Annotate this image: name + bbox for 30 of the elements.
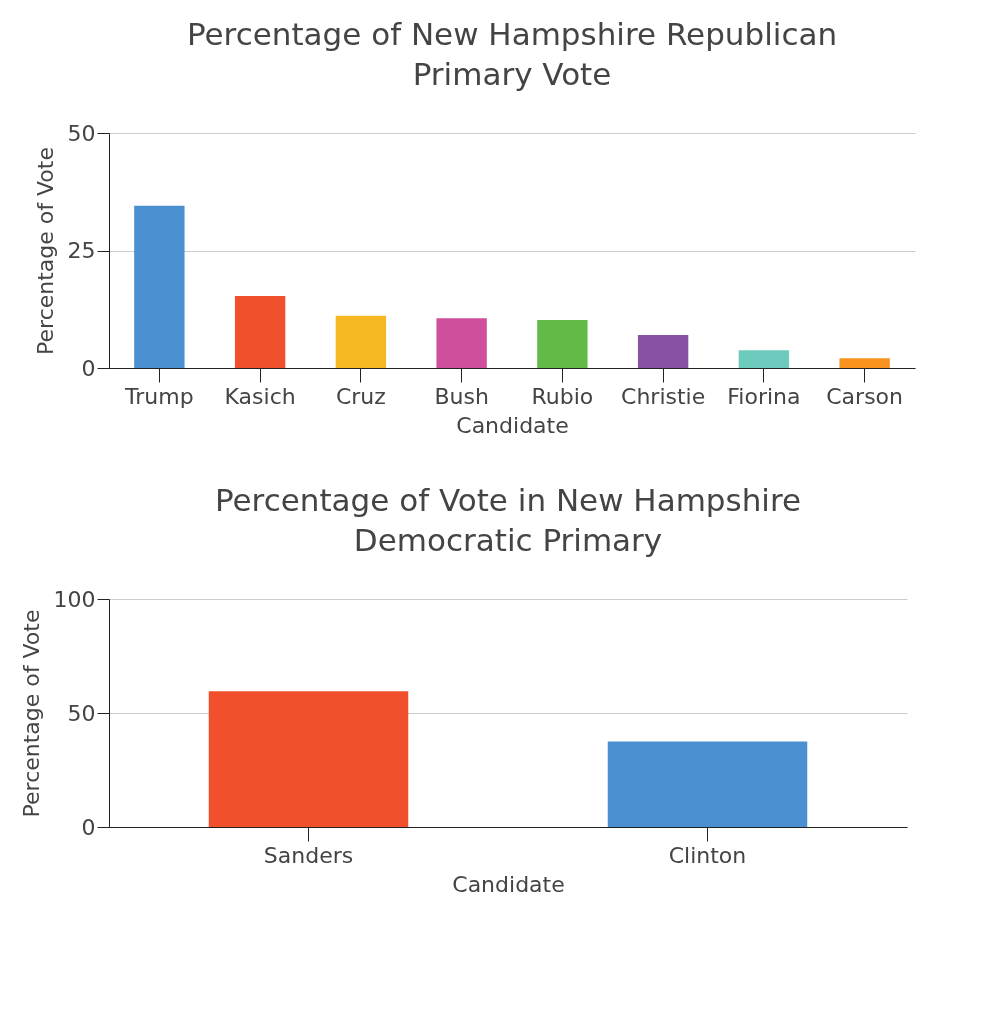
y-tick-label: 25 [67, 238, 96, 263]
x-tick-label: Rubio [531, 383, 594, 409]
bar [637, 335, 689, 368]
y-axis-title: Percentage of Vote [32, 147, 58, 355]
x-tick-label: Fiorina [727, 383, 801, 409]
x-axis-title: Candidate [456, 412, 569, 438]
x-axis-title: Candidate [452, 871, 565, 897]
bar [537, 320, 588, 368]
y-tick-label: 50 [67, 120, 96, 146]
y-axis-title: Percentage of Vote [18, 609, 44, 818]
x-tick-label: Carson [826, 383, 904, 409]
bar [738, 350, 790, 368]
bar [234, 296, 286, 368]
x-tick-label: Kasich [224, 383, 296, 409]
x-tick-label: Sanders [263, 842, 354, 868]
y-tick-label: 0 [81, 355, 96, 381]
chart-title: Percentage of Vote in New Hampshire Democratic Primary [214, 482, 802, 558]
bar [839, 358, 890, 368]
y-tick-label: 0 [81, 814, 96, 840]
bar [134, 205, 185, 368]
bar [335, 315, 387, 368]
x-tick-label: Cruz [335, 383, 386, 409]
x-tick-label: Bush [434, 383, 489, 409]
y-tick-label: 100 [53, 586, 96, 612]
x-tick-label: Clinton [668, 842, 747, 868]
chart-title: Percentage of New Hampshire Republican Primary Vote [186, 16, 838, 92]
x-tick-label: Trump [124, 383, 194, 409]
bar [436, 318, 487, 368]
y-tick-label: 50 [67, 700, 96, 726]
x-tick-label: Christie [621, 383, 706, 409]
